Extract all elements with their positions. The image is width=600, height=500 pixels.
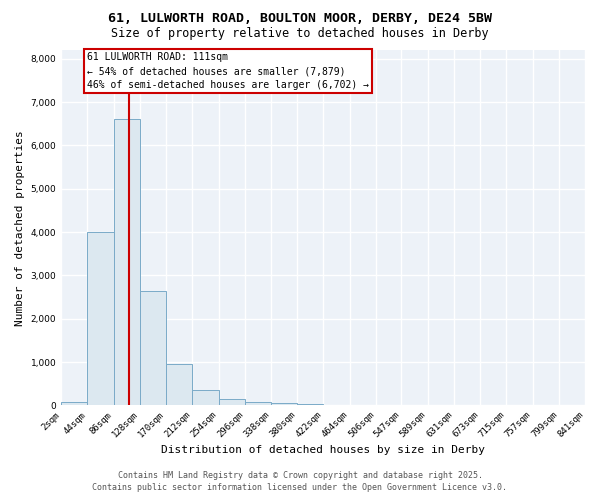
Bar <box>245 402 271 406</box>
Bar <box>192 390 218 406</box>
Bar <box>271 403 297 406</box>
Text: 61, LULWORTH ROAD, BOULTON MOOR, DERBY, DE24 5BW: 61, LULWORTH ROAD, BOULTON MOOR, DERBY, … <box>108 12 492 26</box>
Bar <box>113 120 140 406</box>
Bar <box>140 290 166 406</box>
X-axis label: Distribution of detached houses by size in Derby: Distribution of detached houses by size … <box>161 445 485 455</box>
Bar <box>166 364 192 406</box>
Bar <box>88 232 113 406</box>
Bar <box>218 399 245 406</box>
Y-axis label: Number of detached properties: Number of detached properties <box>15 130 25 326</box>
Text: Contains HM Land Registry data © Crown copyright and database right 2025.
Contai: Contains HM Land Registry data © Crown c… <box>92 471 508 492</box>
Bar <box>297 404 323 406</box>
Text: Size of property relative to detached houses in Derby: Size of property relative to detached ho… <box>111 28 489 40</box>
Text: 61 LULWORTH ROAD: 111sqm
← 54% of detached houses are smaller (7,879)
46% of sem: 61 LULWORTH ROAD: 111sqm ← 54% of detach… <box>88 52 370 90</box>
Bar <box>61 402 88 406</box>
